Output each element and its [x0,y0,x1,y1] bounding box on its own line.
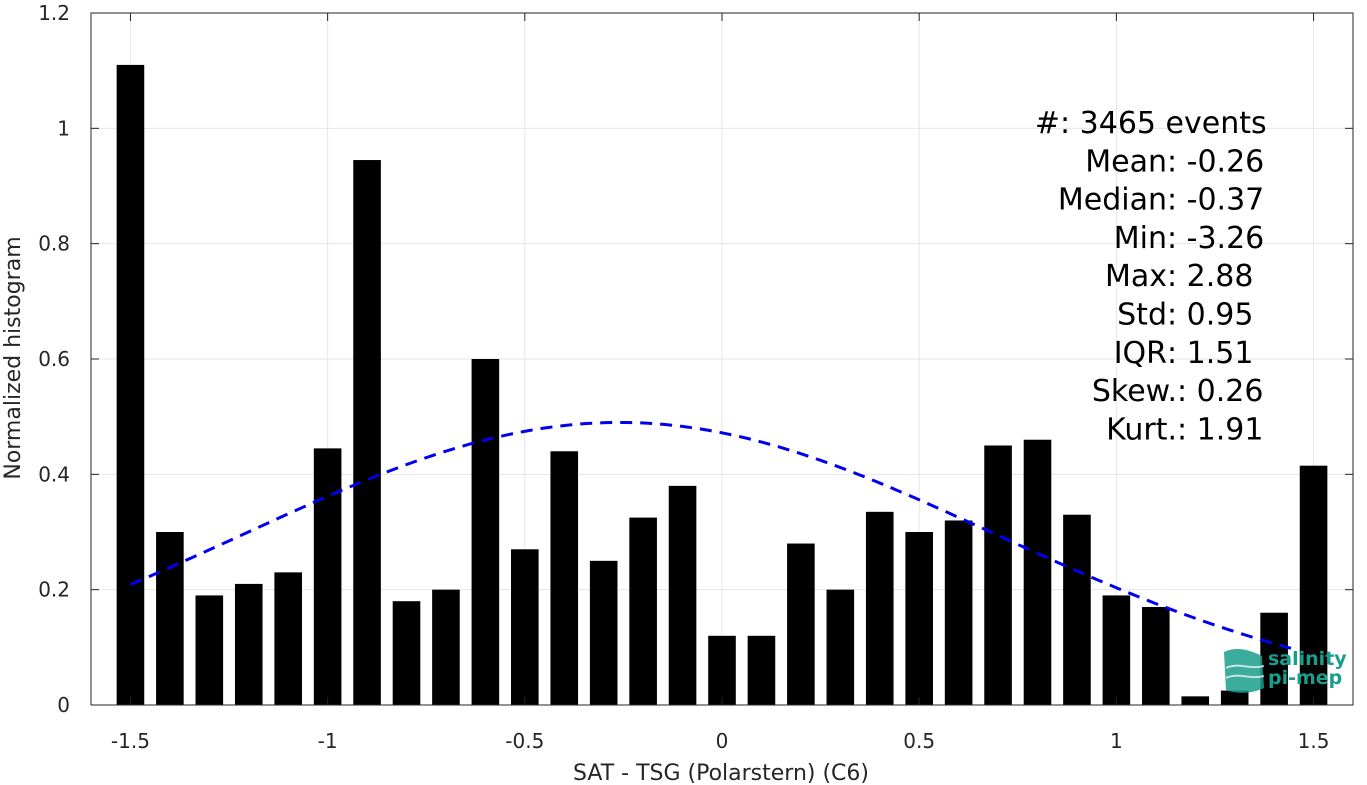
y-tick-label: 0 [57,693,70,717]
bar [511,549,539,705]
stat-label: Min [1114,221,1167,256]
logo-wave-icon [1225,664,1265,679]
x-axis-title: SAT - TSG (Polarstern) (C6) [573,761,869,785]
logo-line2: pi-mep [1268,667,1342,689]
x-tick-label: 0 [716,729,729,753]
x-tick-label: 1 [1110,729,1123,753]
bar [234,583,263,705]
bar [1063,514,1091,705]
bar [787,543,815,705]
stat-value: : 0.26 [1177,374,1263,409]
stat-value: : 0.95 [1167,298,1253,333]
bar [353,160,381,706]
stat-label: Mean [1085,144,1167,179]
bar [826,589,855,705]
y-tick-label: 0.8 [38,232,70,256]
bar [708,635,736,705]
x-tick-label: 0.5 [903,729,935,753]
y-tick-label: 1 [57,116,70,140]
bar [550,451,579,705]
stat-value: : 2.88 [1167,259,1253,294]
y-tick-label: 1.2 [38,1,70,25]
x-tick-label: -1 [318,729,338,753]
bar [156,532,184,705]
bar [1023,439,1052,705]
stat-label: Std [1117,298,1167,333]
stat-line: Max [1105,259,1167,294]
stat-line: Median [1058,183,1167,218]
stat-value: : 3465 events [1060,106,1267,141]
bar [944,520,973,705]
y-axis-title: Normalized histogram [1,236,26,479]
x-axis-ticks: -1.5 -1 -0.5 0 0.5 1 1.5 [111,13,1330,753]
bars [116,64,1328,706]
y-axis-ticks: 0 0.2 0.4 0.6 0.8 1 1.2 [38,1,1353,717]
stat-line: Skew. [1092,374,1177,409]
stat-value: : -0.26 [1167,144,1264,179]
stat-value: : -0.37 [1167,183,1264,218]
bar [1260,612,1288,705]
x-tick-label: 1.5 [1298,729,1330,753]
bar [392,601,421,705]
x-tick-label: -1.5 [111,729,150,753]
bar [747,635,776,705]
logo-line1: salinity [1268,648,1347,670]
stat-value: : 1.51 [1167,336,1253,371]
stat-label: Skew. [1092,374,1177,409]
x-tick-label: -0.5 [505,729,544,753]
bar [313,448,342,705]
stat-label: # [1035,106,1060,141]
logo-mark-icon [1224,649,1264,693]
normal-fit-curve [129,420,1295,651]
stat-line: IQR [1114,336,1167,371]
bar [984,445,1012,705]
bar [589,560,618,705]
stat-label: Max [1105,259,1167,294]
stat-line: Mean [1085,144,1167,179]
bar [1299,465,1328,705]
stat-label: Median [1058,183,1167,218]
stat-line: Std [1117,298,1167,333]
bar [116,64,145,705]
stat-value: : -3.26 [1167,221,1264,256]
bar [432,589,460,705]
bar [1102,595,1131,705]
salinity-pi-mep-logo: salinity pi-mep [1224,648,1347,693]
bar [905,532,933,705]
bar [195,595,224,705]
bar [274,572,302,705]
bar [668,485,697,705]
stat-line: Kurt. [1106,412,1177,447]
bar [1181,696,1210,705]
stat-label: Kurt. [1106,412,1177,447]
bar [1220,690,1249,705]
y-tick-label: 0.6 [38,347,70,371]
bar [865,511,894,705]
stat-label: IQR [1114,336,1167,371]
stat-line: Min [1114,221,1167,256]
bar [471,359,500,705]
stat-line: # [1035,106,1060,141]
y-tick-label: 0.2 [38,578,70,602]
y-tick-label: 0.4 [38,462,70,486]
bar [1142,606,1170,705]
stat-value: : 1.91 [1177,412,1263,447]
bar [629,517,657,705]
